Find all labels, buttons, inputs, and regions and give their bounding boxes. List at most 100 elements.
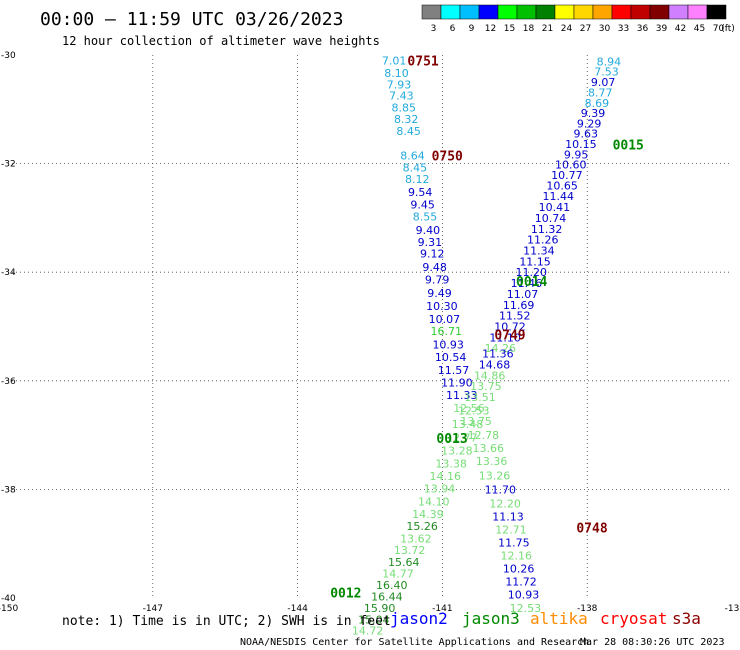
swh-value: 13.28 — [441, 444, 473, 457]
colorbar-unit: (ft) — [721, 24, 735, 34]
swh-value: 15.26 — [406, 520, 438, 533]
swh-value: 12.16 — [500, 550, 532, 563]
colorbar-label: 33 — [618, 24, 629, 34]
swh-value: 13.62 — [400, 532, 432, 545]
swh-value: 11.32 — [531, 223, 563, 236]
swh-value: 9.07 — [591, 76, 616, 89]
swh-value: 11.15 — [519, 255, 551, 268]
colorbar-swatch — [592, 4, 613, 20]
swh-value: 11.46 — [511, 277, 543, 290]
swh-value: 11.10 — [489, 331, 521, 344]
swh-value: 9.45 — [410, 198, 435, 211]
y-tick-label: -40 — [1, 594, 16, 604]
colorbar-label: 3 — [431, 24, 437, 34]
swh-value: 7.01 — [382, 54, 407, 67]
swh-value: 9.12 — [420, 248, 445, 261]
y-tick-label: -38 — [1, 485, 16, 495]
colorbar-swatch — [630, 4, 651, 20]
colorbar-label: 21 — [542, 24, 553, 34]
swh-value: 13.36 — [476, 455, 508, 468]
swh-value: 11.72 — [505, 576, 537, 589]
swh-value: 13.75 — [460, 415, 492, 428]
swh-value: 11.69 — [503, 299, 535, 312]
swh-value: 10.72 — [494, 321, 526, 334]
swh-value: 13.94 — [424, 482, 456, 495]
colorbar-label: 30 — [599, 24, 611, 34]
colorbar-label: 9 — [469, 24, 475, 34]
swh-value: 10.30 — [426, 300, 458, 313]
legend-entry: jason3 — [462, 609, 520, 628]
swh-value: 9.48 — [422, 261, 447, 274]
swh-value: 7.43 — [389, 90, 414, 103]
swh-value: 9.31 — [418, 236, 443, 249]
swh-value: 11.07 — [507, 288, 539, 301]
swh-value: 11.36 — [482, 348, 514, 361]
colorbar-swatch — [649, 4, 670, 20]
legend: jason2 jason3 altika cryosat s3a — [390, 609, 701, 628]
swh-value: 14.68 — [479, 359, 511, 372]
chart-subtitle: 12 hour collection of altimeter wave hei… — [62, 34, 380, 48]
swh-value: 11.52 — [499, 310, 531, 323]
time-label: 0012 — [330, 587, 361, 602]
swh-value: 7.93 — [387, 78, 412, 91]
colorbar-label: 27 — [580, 24, 591, 34]
colorbar-swatch — [516, 4, 537, 20]
chart-title: 00:00 – 11:59 UTC 03/26/2023 — [40, 9, 343, 30]
colorbar-label: 6 — [450, 24, 456, 34]
data-points: 7.018.107.937.438.858.328.458.648.458.12… — [352, 54, 621, 637]
colorbar-label: 39 — [656, 24, 668, 34]
swh-value: 9.40 — [416, 224, 441, 237]
note-text: note: 1) Time is in UTC; 2) SWH is in fe… — [62, 614, 391, 629]
x-tick-label: -147 — [143, 604, 163, 614]
swh-value: 11.34 — [523, 244, 555, 257]
grid — [8, 55, 732, 598]
swh-value: 10.77 — [551, 169, 583, 182]
swh-value: 12.56 — [453, 402, 485, 415]
colorbar-label: 36 — [637, 24, 649, 34]
swh-value: 10.93 — [432, 338, 464, 351]
swh-value: 9.49 — [427, 287, 452, 300]
colorbar-swatch — [459, 4, 480, 20]
swh-value: 9.63 — [574, 128, 599, 141]
swh-value: 11.70 — [485, 483, 517, 496]
swh-value: 8.55 — [413, 210, 438, 223]
swh-value: 13.72 — [394, 544, 426, 557]
footer-timestamp: Mar 28 08:30:26 UTC 2023 — [580, 637, 725, 648]
swh-value: 11.20 — [515, 266, 547, 279]
swh-value: 13.75 — [470, 380, 502, 393]
swh-value: 8.12 — [405, 173, 430, 186]
legend-entry: altika — [530, 609, 588, 628]
x-tick-label: -141 — [432, 604, 452, 614]
colorbar: 3 6 9 12 15 18 21 24 27 30 33 36 39 42 45 70(ft) — [421, 4, 735, 34]
y-tick-label: -34 — [1, 268, 16, 278]
legend-entry: cryosat — [600, 609, 667, 628]
x-tick-label: -13 — [725, 604, 740, 614]
swh-value: 10.74 — [535, 212, 567, 225]
time-label: 0748 — [576, 521, 607, 536]
colorbar-label: 45 — [694, 24, 705, 34]
swh-value: 11.90 — [441, 376, 473, 389]
time-label: 0749 — [494, 329, 525, 344]
colorbar-swatch — [440, 4, 461, 20]
y-tick-label: -30 — [1, 51, 16, 61]
swh-value: 9.29 — [577, 117, 602, 130]
swh-value: 13.48 — [452, 418, 484, 431]
time-label: 0014 — [516, 275, 547, 290]
swh-value: 14.72 — [352, 625, 384, 638]
swh-value: 8.94 — [597, 56, 622, 69]
swh-value: 11.26 — [527, 234, 559, 247]
swh-value: 9.39 — [581, 107, 606, 120]
legend-entry: s3a — [672, 609, 701, 628]
colorbar-swatch — [478, 4, 499, 20]
time-label: 0751 — [407, 54, 438, 69]
swh-value: 7.53 — [594, 65, 619, 78]
footer-credit: NOAA/NESDIS Center for Satellite Applica… — [240, 637, 589, 648]
swh-value: 10.93 — [508, 589, 540, 602]
swh-value: 13.51 — [464, 391, 496, 404]
colorbar-label: 18 — [523, 24, 535, 34]
swh-value: 12.71 — [495, 524, 527, 537]
swh-value: 16.71 — [431, 325, 463, 338]
swh-value: 15.90 — [364, 602, 396, 615]
time-label: 0750 — [432, 149, 463, 164]
